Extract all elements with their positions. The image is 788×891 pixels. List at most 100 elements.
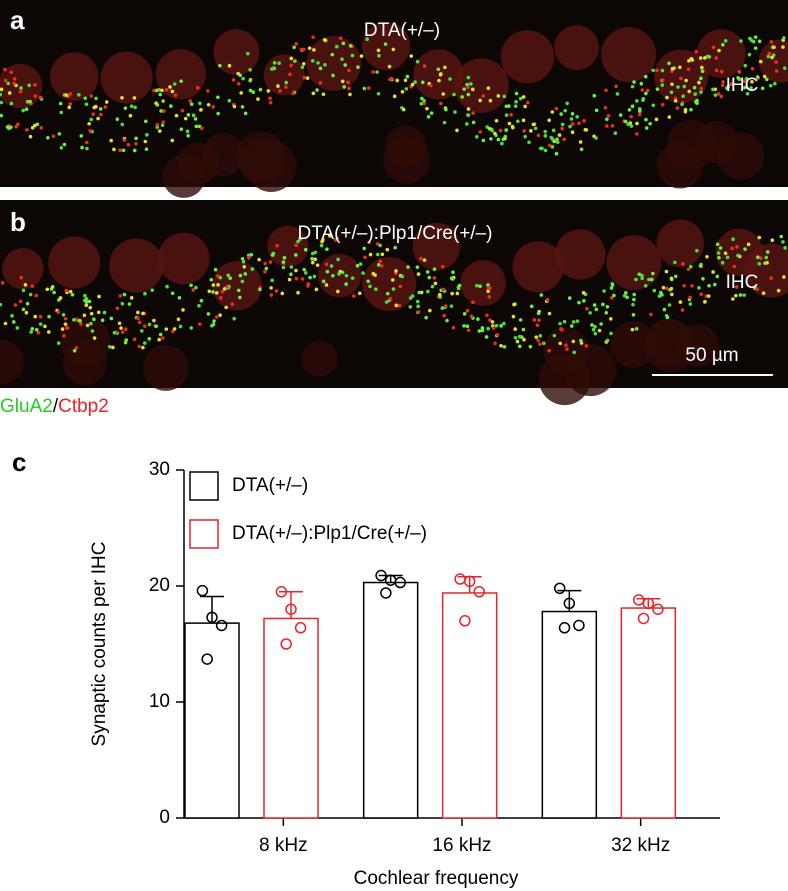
puncta xyxy=(387,64,392,69)
puncta xyxy=(366,86,371,90)
puncta xyxy=(437,78,441,83)
puncta xyxy=(700,69,705,74)
puncta xyxy=(432,267,437,271)
puncta xyxy=(782,36,786,40)
cell xyxy=(0,63,43,109)
puncta xyxy=(296,239,300,244)
puncta xyxy=(486,286,491,290)
cell xyxy=(155,49,206,100)
y-tick-label: 20 xyxy=(149,575,170,596)
puncta xyxy=(615,92,620,96)
puncta xyxy=(89,321,93,326)
puncta xyxy=(425,106,429,111)
puncta xyxy=(655,87,660,91)
legend-swatch xyxy=(189,471,219,501)
bar xyxy=(541,610,598,819)
puncta xyxy=(604,310,609,315)
puncta xyxy=(641,96,646,101)
puncta xyxy=(88,129,93,133)
puncta xyxy=(757,261,762,266)
puncta xyxy=(711,270,715,274)
puncta xyxy=(554,106,559,111)
puncta xyxy=(441,287,446,292)
puncta xyxy=(465,308,470,313)
puncta xyxy=(746,242,751,247)
puncta xyxy=(762,74,767,79)
puncta xyxy=(178,324,183,329)
puncta xyxy=(486,86,491,91)
data-point xyxy=(380,587,392,599)
puncta xyxy=(329,264,334,268)
puncta xyxy=(143,324,147,328)
puncta xyxy=(241,259,246,264)
puncta xyxy=(83,293,87,298)
puncta xyxy=(119,326,123,330)
puncta xyxy=(63,322,68,326)
puncta xyxy=(84,102,89,107)
puncta xyxy=(734,293,738,298)
puncta xyxy=(249,252,254,257)
puncta xyxy=(378,243,382,248)
puncta xyxy=(154,324,159,328)
puncta xyxy=(523,104,527,109)
puncta xyxy=(660,68,665,73)
puncta xyxy=(486,283,490,287)
puncta xyxy=(640,276,644,281)
puncta xyxy=(24,310,29,315)
puncta xyxy=(560,126,564,131)
puncta xyxy=(765,260,769,265)
puncta xyxy=(155,103,160,107)
puncta xyxy=(199,298,204,303)
puncta xyxy=(180,108,185,113)
puncta xyxy=(651,103,656,108)
puncta xyxy=(36,330,41,335)
puncta xyxy=(80,145,84,150)
puncta xyxy=(720,83,725,88)
puncta xyxy=(367,240,371,245)
puncta xyxy=(129,104,134,108)
puncta xyxy=(207,289,212,294)
puncta xyxy=(359,54,364,58)
puncta xyxy=(650,277,654,282)
puncta xyxy=(263,261,267,266)
puncta xyxy=(107,345,112,349)
puncta xyxy=(47,314,51,319)
puncta xyxy=(667,303,672,307)
puncta xyxy=(72,317,76,322)
puncta xyxy=(57,132,62,136)
puncta xyxy=(245,51,250,56)
puncta xyxy=(6,81,11,86)
puncta xyxy=(368,284,372,289)
puncta xyxy=(400,89,405,94)
puncta xyxy=(122,292,127,297)
puncta xyxy=(248,88,253,93)
puncta xyxy=(592,303,597,307)
puncta xyxy=(68,92,73,96)
puncta xyxy=(25,301,30,306)
puncta xyxy=(313,257,318,262)
puncta xyxy=(772,45,776,49)
puncta xyxy=(660,83,665,87)
puncta xyxy=(27,83,31,88)
puncta xyxy=(103,105,108,109)
puncta xyxy=(742,293,747,297)
puncta xyxy=(716,251,721,255)
puncta xyxy=(240,279,245,284)
puncta xyxy=(719,94,724,99)
puncta xyxy=(739,39,743,43)
puncta xyxy=(136,310,140,315)
puncta xyxy=(712,282,717,287)
puncta xyxy=(543,148,548,153)
puncta xyxy=(222,287,227,291)
puncta xyxy=(157,337,161,342)
puncta xyxy=(605,338,610,343)
puncta xyxy=(634,327,639,331)
puncta xyxy=(783,246,787,250)
cell xyxy=(656,219,705,268)
puncta xyxy=(3,321,8,326)
puncta xyxy=(643,74,648,79)
puncta xyxy=(721,43,725,47)
puncta xyxy=(543,134,548,138)
puncta xyxy=(56,310,61,314)
